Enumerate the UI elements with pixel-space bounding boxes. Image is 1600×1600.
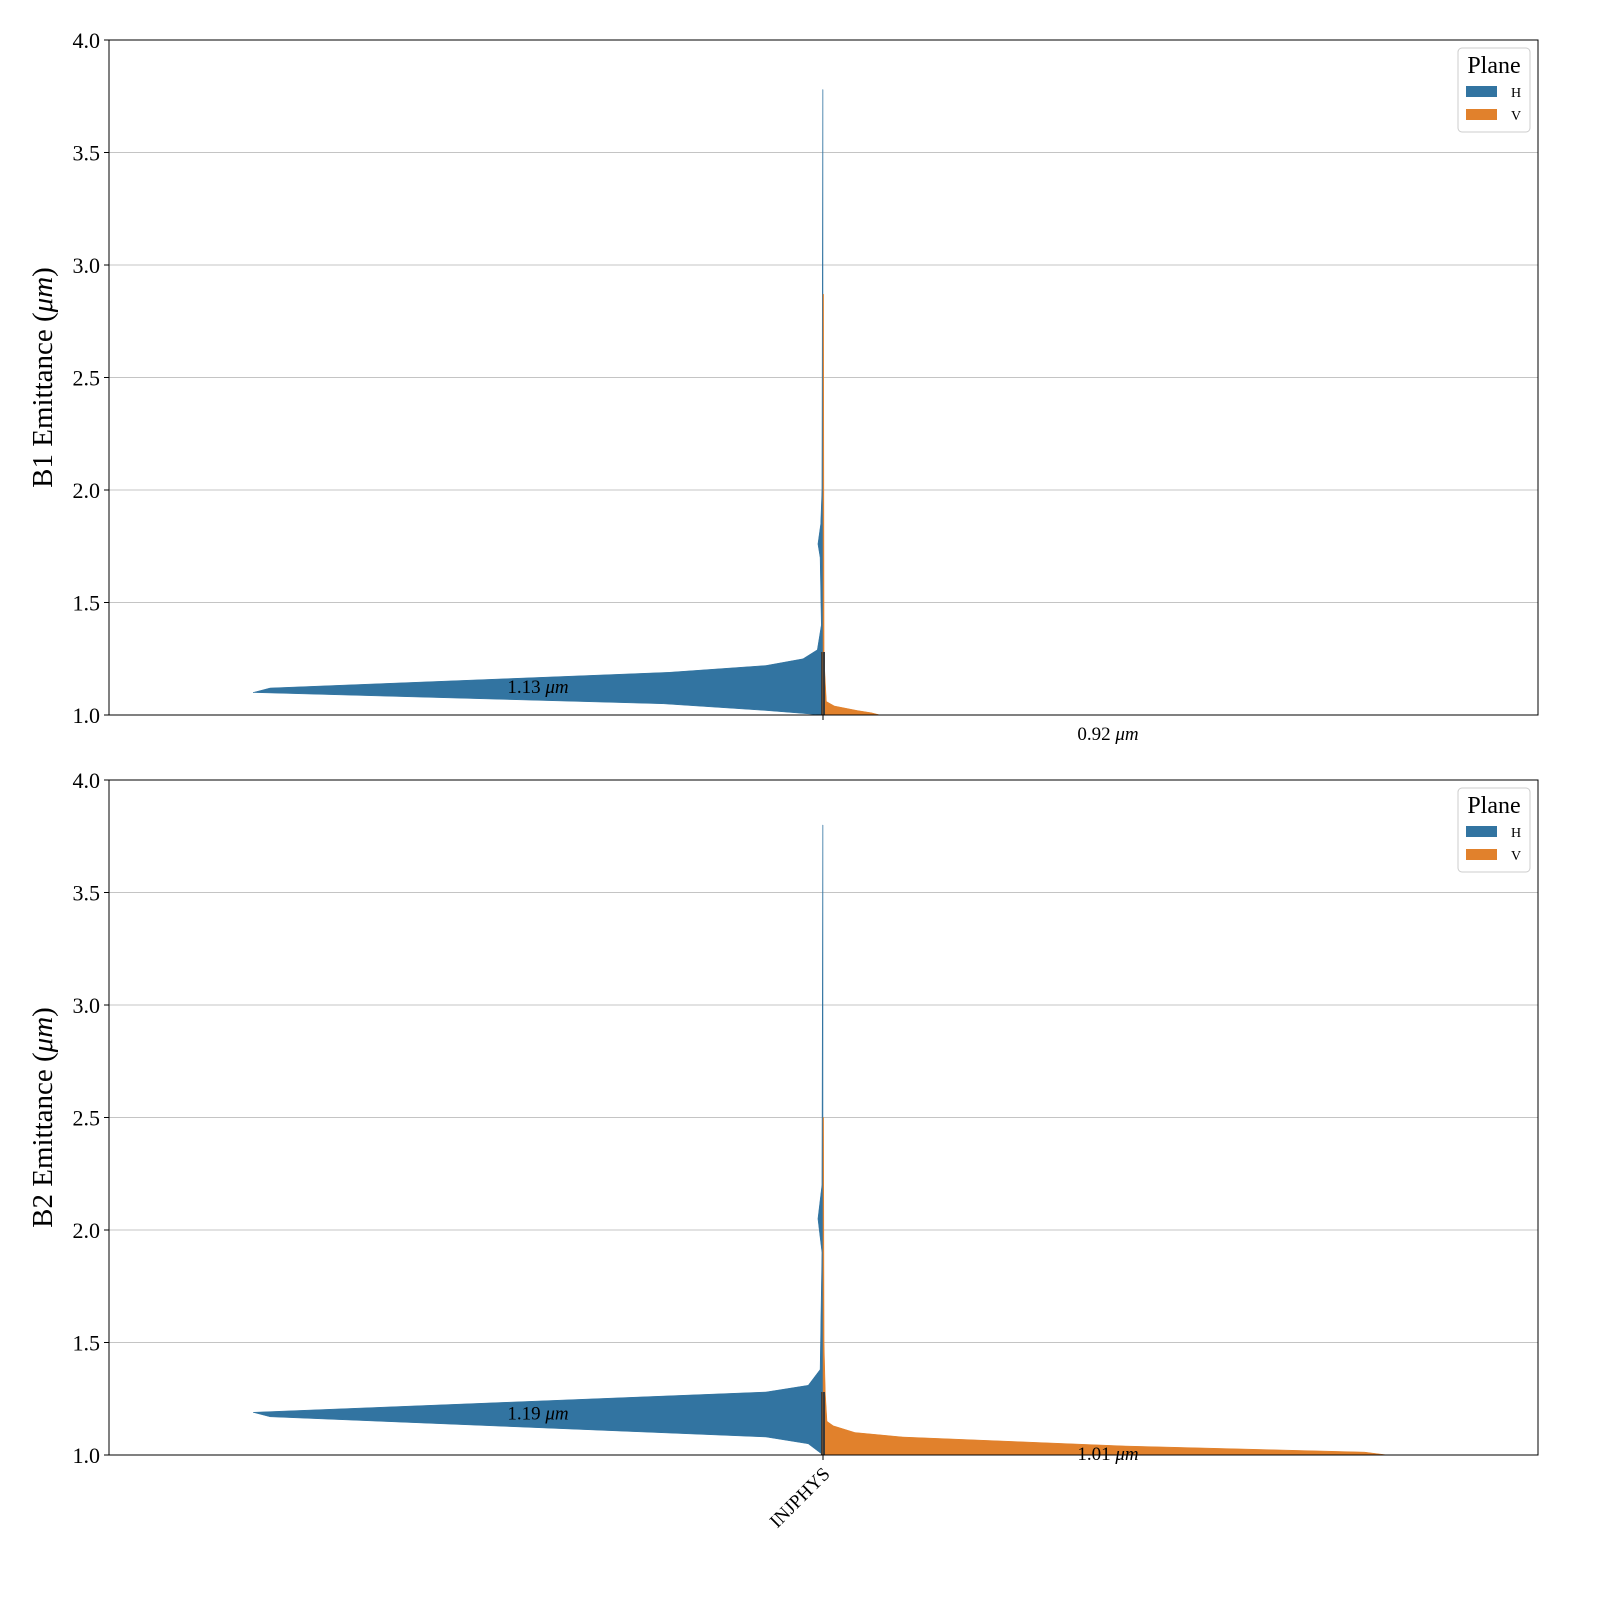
y-axis-label-part: μm — [27, 277, 59, 314]
legend-swatch-v — [1466, 849, 1497, 860]
legend-label-v: V — [1511, 109, 1521, 124]
y-axis-label-part: B1 Emittance ( — [27, 312, 59, 488]
violins — [252, 824, 1388, 1455]
median-label-h: 1.19 μm — [507, 1403, 568, 1424]
y-tick-label: 2.5 — [73, 366, 101, 391]
y-tick-label: 1.0 — [73, 703, 101, 728]
median-label-h: 1.13 μm — [507, 677, 568, 698]
legend-label-v: V — [1511, 849, 1521, 864]
y-tick-label: 3.0 — [73, 253, 101, 278]
median-value: 0.92 — [1077, 724, 1115, 745]
violins — [252, 89, 881, 715]
legend-title: Plane — [1467, 793, 1520, 819]
median-value: 1.01 — [1077, 1444, 1115, 1465]
legend-label-h: H — [1511, 86, 1521, 101]
legend-swatch-h — [1466, 86, 1497, 97]
y-axis-label-part: ) — [27, 1007, 59, 1017]
violin-v — [822, 1117, 1388, 1455]
y-tick-label: 4.0 — [73, 28, 101, 53]
violin-h — [252, 824, 824, 1455]
legend-title: Plane — [1467, 53, 1520, 79]
y-tick-label: 2.5 — [73, 1106, 101, 1131]
median-unit: μm — [1114, 1444, 1138, 1465]
violin-v — [822, 293, 881, 715]
y-axis-label: B2 Emittance (μm) — [27, 1007, 59, 1228]
y-axis-label-part: B2 Emittance ( — [27, 1052, 59, 1228]
median-unit: μm — [544, 1403, 568, 1424]
y-tick-label: 3.5 — [73, 141, 101, 166]
y-tick-label: 1.5 — [73, 1331, 101, 1356]
median-value: 1.19 — [507, 1403, 545, 1424]
x-tick-label: INJPHYS — [766, 1464, 835, 1533]
violin-h — [252, 89, 824, 715]
y-tick-label: 3.0 — [73, 993, 101, 1018]
legend-swatch-v — [1466, 109, 1497, 120]
median-unit: μm — [1114, 724, 1138, 745]
y-axis-label-part: μm — [27, 1017, 59, 1054]
legend-label-h: H — [1511, 826, 1521, 841]
median-value: 1.13 — [507, 677, 545, 698]
y-axis-label-part: ) — [27, 267, 59, 277]
y-axis-label: B1 Emittance (μm) — [27, 267, 59, 488]
panel-2: 1.01.52.02.53.03.54.01.19 μm1.01 μmINJPH… — [27, 768, 1539, 1533]
y-tick-label: 4.0 — [73, 768, 101, 793]
median-unit: μm — [544, 677, 568, 698]
median-label-v: 0.92 μm — [1077, 724, 1138, 745]
y-tick-label: 2.0 — [73, 1218, 101, 1243]
y-tick-label: 3.5 — [73, 881, 101, 906]
y-tick-label: 1.5 — [73, 591, 101, 616]
legend: Plane HV — [1457, 787, 1531, 873]
legend: Plane HV — [1457, 47, 1531, 133]
y-tick-label: 1.0 — [73, 1443, 101, 1468]
legend-swatch-h — [1466, 826, 1497, 837]
median-label-v: 1.01 μm — [1077, 1444, 1138, 1465]
y-tick-label: 2.0 — [73, 478, 101, 503]
